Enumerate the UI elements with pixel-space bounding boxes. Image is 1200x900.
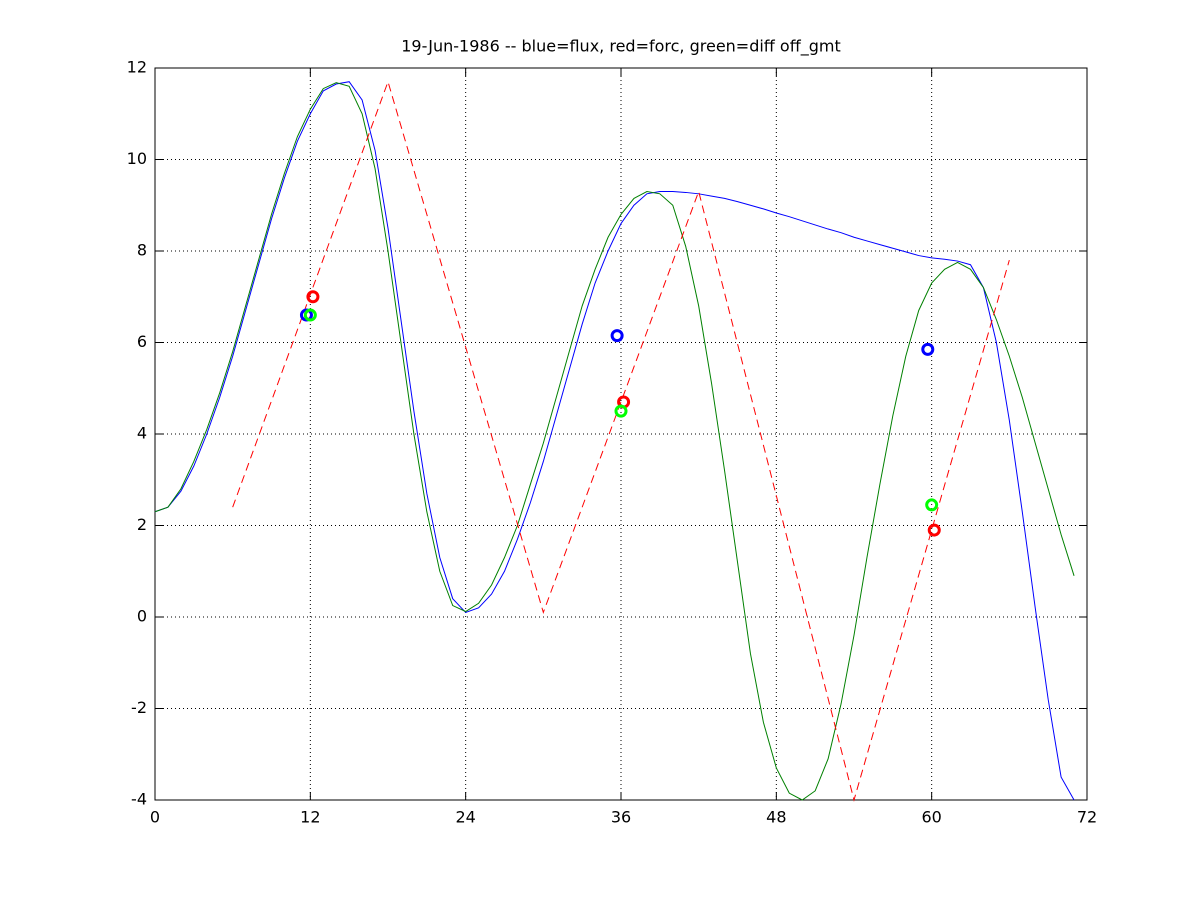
- marker: [925, 498, 939, 512]
- y-tick-label: 8: [137, 241, 147, 260]
- x-tick-label: 24: [455, 808, 475, 827]
- y-tick-label: -4: [131, 790, 147, 809]
- y-tick-label: 12: [127, 58, 147, 77]
- marker: [303, 308, 317, 322]
- marker: [610, 329, 624, 343]
- marker: [306, 290, 320, 304]
- x-tick-label: 60: [921, 808, 941, 827]
- x-tick-label: 0: [150, 808, 160, 827]
- x-tick-label: 48: [766, 808, 786, 827]
- series-line: [154, 82, 1075, 801]
- chart-title: 19-Jun-1986 -- blue=flux, red=forc, gree…: [401, 37, 841, 57]
- marker: [921, 342, 935, 356]
- y-tick-label: -2: [131, 698, 147, 717]
- plot-frame: [154, 67, 1088, 801]
- y-tick-label: 10: [127, 149, 147, 168]
- series-line: [232, 80, 1010, 802]
- y-tick-label: 4: [137, 424, 147, 443]
- series-line: [154, 81, 1075, 801]
- marker: [927, 523, 941, 537]
- x-tick-label: 72: [1077, 808, 1097, 827]
- marker: [614, 404, 628, 418]
- y-tick-label: 6: [137, 332, 147, 351]
- y-tick-label: 0: [137, 607, 147, 626]
- x-tick-label: 12: [300, 808, 320, 827]
- y-tick-label: 2: [137, 515, 147, 534]
- x-tick-label: 36: [611, 808, 631, 827]
